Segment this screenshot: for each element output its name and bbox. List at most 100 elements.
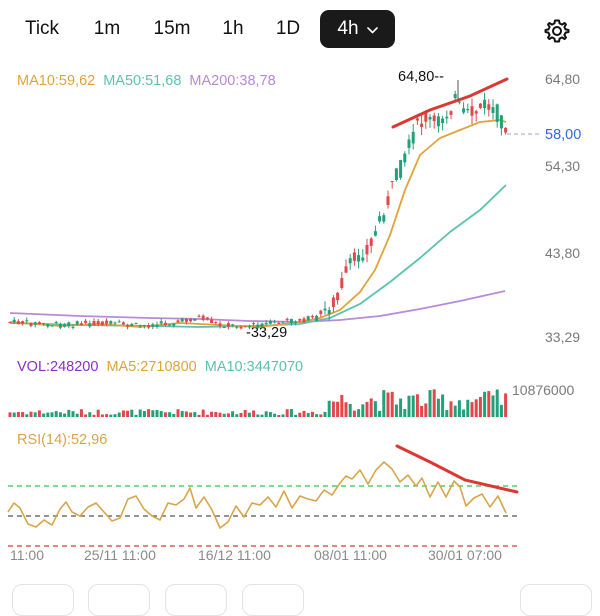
volume-bar: [92, 414, 96, 417]
volume-bar: [315, 414, 319, 417]
volume-bar: [399, 398, 403, 417]
candle-body: [344, 266, 348, 273]
candle-body: [361, 257, 365, 261]
volume-bar: [470, 402, 474, 417]
volume-bar: [457, 400, 461, 417]
volume-bar: [260, 414, 264, 417]
candle-body: [121, 322, 125, 325]
candlestick-chart[interactable]: [0, 0, 600, 600]
volume-bar: [71, 411, 75, 417]
candle-body: [25, 320, 29, 322]
ma10-line: [9, 119, 507, 328]
candle-body: [403, 153, 407, 163]
candle-body: [71, 326, 75, 328]
candle-body: [16, 321, 20, 325]
vol-ma5-legend: MA5:2710800: [106, 359, 197, 375]
candle-body: [117, 321, 121, 323]
candle-body: [466, 109, 470, 111]
high-value: 64,80: [398, 69, 435, 85]
tab-4h-selector[interactable]: 4h: [320, 10, 395, 48]
volume-bar: [180, 411, 184, 417]
tab-15m[interactable]: 15m: [153, 18, 191, 39]
settings-gear-icon[interactable]: [544, 18, 570, 44]
candle-body: [478, 103, 482, 108]
price-axis-label: 64,80: [545, 71, 581, 87]
bottom-tool-button[interactable]: [12, 584, 74, 616]
volume-bar: [483, 391, 487, 417]
candle-body: [436, 116, 440, 127]
tab-4h-label: 4h: [337, 18, 359, 40]
tab-1h[interactable]: 1h: [222, 18, 244, 39]
volume-bar: [344, 402, 348, 417]
bottom-tool-button[interactable]: [88, 584, 150, 616]
candle-body: [336, 292, 340, 301]
ma200-legend: MA200:38,78: [189, 73, 276, 89]
low-value: 33,29: [250, 325, 288, 341]
candle-body: [163, 322, 167, 325]
volume-bar: [117, 412, 121, 417]
volume-bar: [348, 403, 352, 417]
candle-body: [348, 258, 352, 264]
volume-bar: [210, 411, 214, 417]
date-axis-label: 30/01 07:00: [428, 547, 502, 563]
bottom-tool-button[interactable]: [165, 584, 227, 616]
volume-bar: [159, 411, 163, 417]
candle-body: [411, 131, 415, 144]
volume-bar: [306, 413, 310, 417]
candle-body: [138, 325, 142, 327]
volume-bar: [16, 412, 20, 417]
bottom-tool-button[interactable]: [520, 584, 592, 616]
candle-body: [130, 323, 134, 327]
volume-bar: [319, 414, 323, 417]
candle-body: [201, 315, 205, 320]
volume-bar: [235, 414, 239, 417]
candles-group: [8, 90, 508, 330]
volume-bar: [373, 401, 377, 417]
high-annotation: 64,80--: [398, 69, 444, 85]
candle-body: [331, 297, 335, 307]
volume-bar: [184, 411, 188, 417]
candle-body: [172, 323, 176, 326]
candle-body: [327, 310, 331, 314]
candle-body: [214, 321, 218, 323]
candle-body: [445, 116, 449, 119]
current-price-tag: 58,00: [545, 127, 582, 143]
candle-body: [302, 318, 306, 323]
candle-body: [247, 326, 251, 328]
candle-body: [92, 321, 96, 326]
volume-bar: [411, 395, 415, 417]
volume-bar: [21, 412, 25, 417]
volume-bar: [67, 409, 71, 417]
tab-1m[interactable]: 1m: [93, 18, 121, 39]
volume-bar: [222, 413, 226, 417]
volume-bar: [390, 391, 394, 417]
volume-bar: [121, 410, 125, 417]
volume-bar: [50, 412, 54, 417]
tab-1d[interactable]: 1D: [275, 18, 301, 39]
rsi-legend: RSI(14):52,96: [17, 432, 108, 448]
candle-body: [8, 321, 12, 323]
bottom-tool-button[interactable]: [242, 584, 304, 616]
volume-bar: [428, 390, 432, 417]
candle-body: [495, 104, 499, 122]
candle-body: [499, 115, 503, 129]
candle-body: [50, 325, 54, 327]
candle-body: [277, 322, 281, 324]
volume-legend: VOL:248200 MA5:2710800 MA10:3447070: [17, 359, 311, 375]
volume-bar: [42, 413, 46, 417]
candle-body: [79, 323, 83, 326]
volume-bar: [25, 414, 29, 417]
volume-bar: [193, 412, 197, 417]
price-trendline: [391, 77, 509, 129]
candle-body: [155, 324, 159, 327]
volume-bar: [441, 394, 445, 417]
tab-tick[interactable]: Tick: [24, 18, 60, 39]
candle-body: [457, 101, 461, 103]
candle-body: [231, 324, 235, 326]
candle-body: [415, 118, 419, 121]
volume-bar: [310, 411, 314, 417]
volume-bar: [168, 412, 172, 417]
volume-bar: [176, 409, 180, 417]
price-axis-label: 43,80: [545, 245, 581, 261]
volume-bar: [491, 395, 495, 417]
